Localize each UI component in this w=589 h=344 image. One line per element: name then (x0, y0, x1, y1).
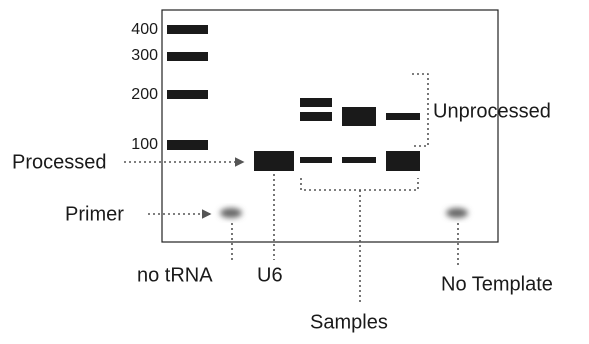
ladder-label: 200 (131, 86, 158, 103)
ladder-band (167, 90, 208, 99)
ladder-band (167, 140, 208, 150)
u6-label: U6 (257, 264, 283, 286)
sample-band (300, 112, 332, 121)
no-template-label: No Template (441, 273, 553, 295)
primer-band (446, 208, 468, 218)
ladder-label: 300 (131, 47, 158, 64)
ladder-band (167, 25, 208, 34)
samples-label: Samples (310, 311, 388, 333)
sample-band (342, 107, 376, 126)
ladder-label: 400 (131, 21, 158, 38)
no-trna-label: no tRNA (137, 264, 213, 286)
sample-band (386, 151, 420, 171)
u6-band (254, 151, 294, 171)
page: 400 300 200 100 Processed Primer Unproce… (0, 0, 589, 339)
primer-band (220, 208, 242, 218)
ladder-band (167, 52, 208, 61)
unprocessed-label: Unprocessed (433, 100, 551, 122)
sample-band (386, 113, 420, 120)
gel-diagram: 400 300 200 100 Processed Primer Unproce… (0, 0, 589, 339)
sample-band (342, 157, 376, 163)
sample-band (300, 98, 332, 107)
sample-band (300, 157, 332, 163)
gel-frame (162, 10, 498, 242)
primer-label: Primer (65, 203, 124, 225)
processed-label: Processed (12, 151, 107, 173)
ladder-label: 100 (131, 136, 158, 153)
